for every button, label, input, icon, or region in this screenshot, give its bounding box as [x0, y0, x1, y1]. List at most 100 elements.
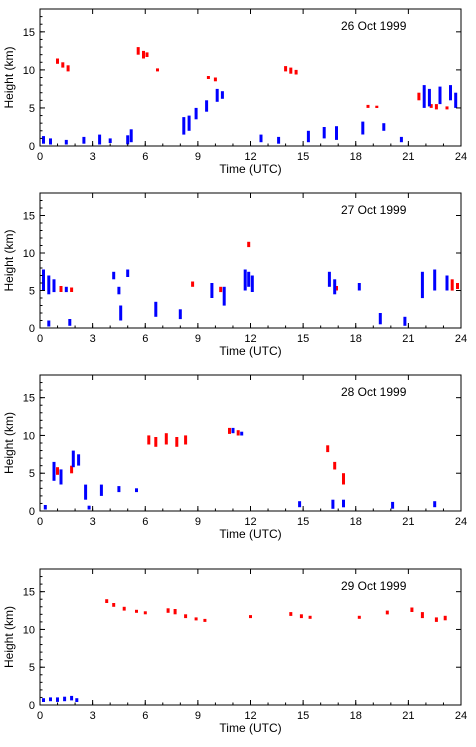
panel-2-ytick-label-15: 15: [23, 211, 35, 223]
panel-4-echo-blue-2: [56, 697, 59, 702]
panel-1-echo-blue-15: [277, 136, 281, 144]
panel-1-ytick-label-10: 10: [23, 65, 35, 77]
panel-3-echo-red-9: [326, 445, 330, 453]
panel-4-xtick-label-9: 9: [195, 710, 201, 722]
panel-1-xtick-label-15: 15: [297, 151, 309, 163]
panel-4-echo-red-6: [173, 609, 177, 615]
panel-3-echo-red-7: [228, 427, 231, 434]
panel-3-x-axis-label: Time (UTC): [219, 527, 281, 541]
panel-4-echo-red-0: [105, 599, 109, 603]
panel-1-echo-red-14: [417, 92, 421, 101]
panel-1-echo-blue-16: [306, 130, 310, 143]
panel-2-echo-red-1: [70, 287, 74, 292]
panel-2-xtick-label-6: 6: [142, 333, 148, 345]
panel-3-ytick-label-0: 0: [29, 506, 35, 518]
panel-3-xtick-label-12: 12: [244, 516, 256, 528]
panel-2-ytick-label-0: 0: [29, 323, 35, 335]
panel-1-xtick-label-0: 0: [37, 151, 43, 163]
panel-1-echo-red-4: [142, 50, 145, 59]
panel-3-echo-red-11: [342, 473, 345, 485]
panel-2-echo-blue-23: [433, 269, 437, 291]
panel-3-echo-red-6: [184, 435, 188, 445]
panel-1-echo-blue-12: [215, 88, 219, 102]
panel-4-xtick-label-3: 3: [90, 710, 96, 722]
panel-2-xtick-label-0: 0: [37, 333, 43, 345]
panel-4-echo-red-19: [443, 615, 447, 621]
panel-3-echo-blue-8: [43, 505, 47, 510]
panel-1-echo-red-3: [136, 47, 140, 55]
panel-3-echo-blue-0: [52, 461, 56, 481]
panel-3-echo-red-0: [56, 467, 59, 475]
panel-2-echo-blue-11: [178, 309, 182, 320]
panel-4-echo-blue-3: [63, 696, 67, 702]
panel-2-echo-blue-1: [47, 275, 51, 295]
panel-1-echo-red-9: [284, 66, 288, 72]
panel-1-echo-red-17: [445, 106, 449, 110]
panel-4-echo-blue-0: [42, 698, 45, 702]
panel-1-echo-red-10: [289, 67, 293, 74]
panel-4-echo-red-12: [299, 614, 303, 619]
panel-3-echo-blue-5: [99, 484, 103, 496]
panel-4-xtick-label-18: 18: [350, 710, 362, 722]
panel-2-date-label: 27 Oct 1999: [341, 203, 407, 217]
panel-2-echo-red-3: [219, 286, 223, 293]
panel-1-echo-blue-14: [259, 134, 263, 143]
panel-2-echo-red-7: [456, 283, 459, 289]
panel-1-echo-blue-8: [182, 117, 186, 135]
panel-1-x-axis-label: Time (UTC): [219, 162, 281, 176]
panel-1-date-label: 26 Oct 1999: [341, 19, 407, 33]
panel-2-echo-red-6: [450, 279, 454, 291]
panel-4-echo-red-14: [357, 615, 361, 619]
panel-4-xtick-label-24: 24: [455, 710, 467, 722]
panel-3-echo-red-8: [236, 430, 240, 436]
panel-3-xtick-label-18: 18: [350, 516, 362, 528]
panel-3-echo-blue-4: [84, 484, 88, 500]
panel-1-echo-blue-21: [399, 136, 403, 143]
panel-3-echo-red-2: [147, 435, 151, 445]
panel-4-x-axis-label: Time (UTC): [219, 721, 281, 735]
panel-2-ytick-label-10: 10: [23, 248, 35, 260]
panel-4-xtick-label-21: 21: [402, 710, 414, 722]
panel-1-echo-red-2: [66, 65, 70, 72]
panel-3-y-axis-label: Height (km): [2, 412, 16, 474]
panel-4-xtick-label-15: 15: [297, 710, 309, 722]
panel-3-xtick-label-9: 9: [195, 516, 201, 528]
panel-4-echo-red-3: [135, 609, 138, 613]
panel-2-xtick-label-24: 24: [455, 333, 467, 345]
panel-2-xtick-label-15: 15: [297, 333, 309, 345]
panel-1-echo-blue-5: [108, 138, 112, 143]
panel-1-echo-red-15: [429, 104, 433, 108]
panel-1-echo-blue-2: [64, 139, 68, 145]
panel-2-echo-red-5: [335, 286, 338, 291]
panel-4-xtick-label-12: 12: [244, 710, 256, 722]
panel-2-echo-blue-8: [126, 269, 130, 277]
panel-3-echo-blue-7: [135, 488, 138, 493]
panel-4-echo-red-9: [203, 618, 207, 622]
panel-2-echo-blue-4: [47, 320, 51, 327]
panel-1-echo-blue-0: [42, 136, 45, 144]
panel-4-ytick-label-10: 10: [23, 624, 35, 636]
panel-1-echo-red-7: [206, 76, 210, 79]
panel-1-echo-blue-3: [82, 136, 86, 144]
panel-3-ytick-label-5: 5: [29, 468, 35, 480]
panel-1-echo-red-12: [366, 104, 370, 108]
panel-2-echo-blue-6: [112, 271, 116, 280]
panel-3-xtick-label-0: 0: [37, 516, 43, 528]
panel-2-echo-blue-18: [333, 279, 337, 295]
panel-1-echo-blue-24: [438, 86, 442, 105]
panel-4-xtick-label-0: 0: [37, 710, 43, 722]
panel-1-echo-blue-26: [454, 92, 458, 108]
panel-2-echo-blue-20: [378, 313, 382, 325]
panel-3-echo-red-1: [70, 465, 74, 474]
panel-3-echo-blue-1: [59, 469, 63, 485]
panel-1-echo-blue-22: [422, 85, 426, 108]
panel-2-echo-blue-22: [420, 271, 424, 299]
panel-2-echo-red-4: [247, 241, 251, 248]
panel-2-echo-blue-24: [445, 275, 449, 291]
panel-3-echo-blue-10: [231, 427, 235, 434]
panel-4-echo-red-8: [194, 617, 198, 621]
panel-3-xtick-label-15: 15: [297, 516, 309, 528]
panel-2-xtick-label-9: 9: [195, 333, 201, 345]
panel-1-echo-blue-18: [335, 126, 338, 140]
panel-1-xtick-label-24: 24: [455, 151, 467, 163]
